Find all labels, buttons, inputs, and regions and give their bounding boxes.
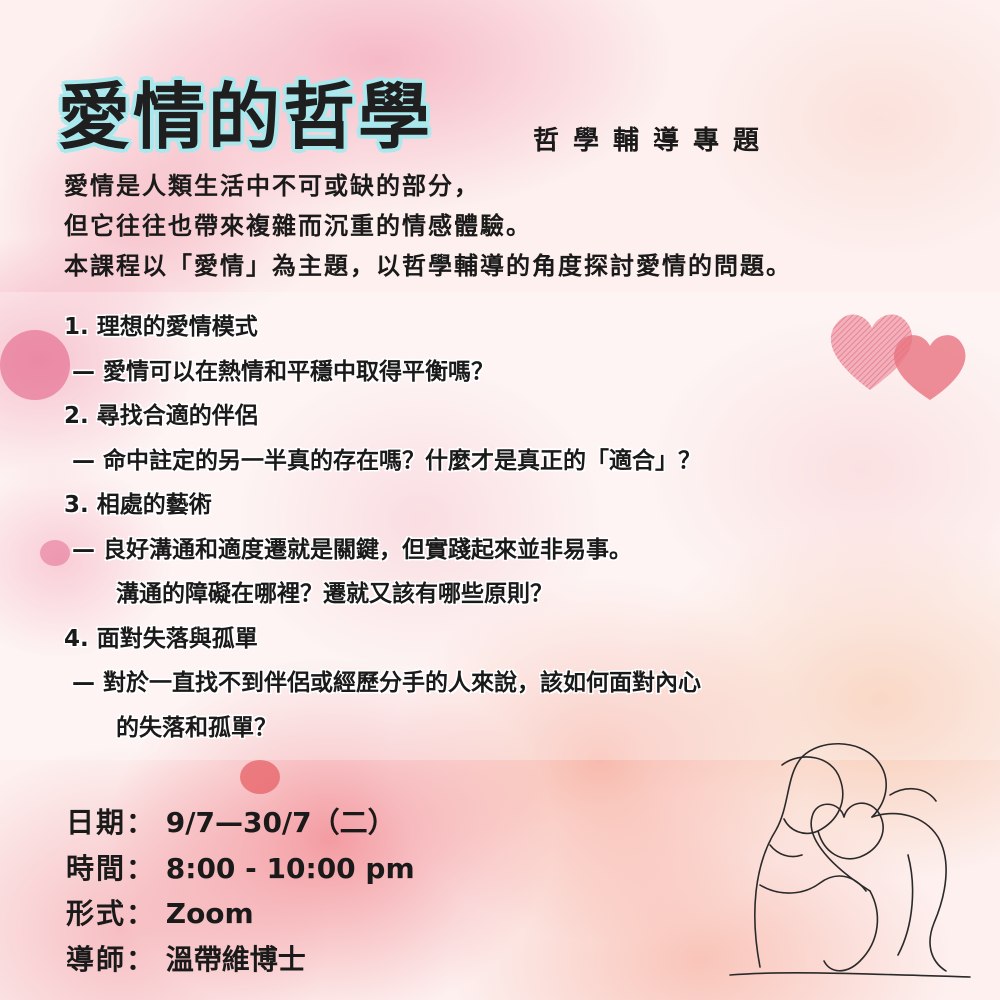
poster-subtitle: 哲學輔導專題 [533,126,774,156]
tutor-row: 導師： 溫帶維博士 [66,937,415,983]
event-details: 日期： 9/7—30/7（二） 時間： 8:00 - 10:00 pm 形式： … [66,800,415,982]
topic-list: 1. 理想的愛情模式 — 愛情可以在熱情和平穩中取得平衡嗎？ 2. 尋找合適的伴… [64,305,964,750]
tutor-label: 導師： [66,942,157,976]
topic-question-continued: 的失落和孤單？ [116,714,277,741]
time-value: 8:00 - 10:00 pm [165,851,415,885]
format-label: 形式： [66,897,157,930]
intro-line: 但它往往也帶來複雜而沉重的情感體驗。 [64,212,532,240]
date-label: 日期： [66,806,157,839]
topic-heading-1: 1. 理想的愛情模式 [64,314,258,340]
intro-line: 本課程以「愛情」為主題，以哲學輔導的角度探討愛情的問題。 [64,252,792,280]
time-label: 時間： [66,851,157,885]
paint-splash [0,330,70,400]
topic-heading-2: 2. 尋找合適的伴侶 [64,403,258,429]
topic-question-continued: 溝通的障礙在哪裡？遷就又該有哪些原則？ [116,581,553,607]
topic-question: — 對於一直找不到伴侶或經歷分手的人來說，該如何面對內心 [72,670,702,696]
embracing-couple-line-art [729,742,971,978]
topic-heading-4: 4. 面對失落與孤單 [64,625,258,652]
hearts-icon [830,314,966,400]
paint-splash [240,760,280,794]
format-row: 形式： Zoom [66,891,415,937]
intro-paragraph: 愛情是人類生活中不可或缺的部分， 但它往往也帶來複雜而沉重的情感體驗。 本課程以… [64,166,792,286]
intro-line: 愛情是人類生活中不可或缺的部分， [64,172,480,200]
format-value: Zoom [165,897,254,930]
date-value: 9/7—30/7（二） [165,806,396,839]
paint-splash [40,540,70,566]
poster-title: 愛情的哲學 [58,75,434,159]
content-band [0,292,1000,760]
tutor-value: 溫帶維博士 [165,942,306,976]
topic-question: — 愛情可以在熱情和平穩中取得平衡嗎？ [72,358,495,385]
topic-question: — 命中註定的另一半真的存在嗎？什麼才是真正的「適合」？ [72,447,702,474]
time-row: 時間： 8:00 - 10:00 pm [66,846,415,892]
topic-heading-3: 3. 相處的藝術 [64,492,212,518]
topic-question: — 良好溝通和適度遷就是關鍵，但實踐起來並非易事。 [72,536,633,563]
date-row: 日期： 9/7—30/7（二） [66,800,415,846]
